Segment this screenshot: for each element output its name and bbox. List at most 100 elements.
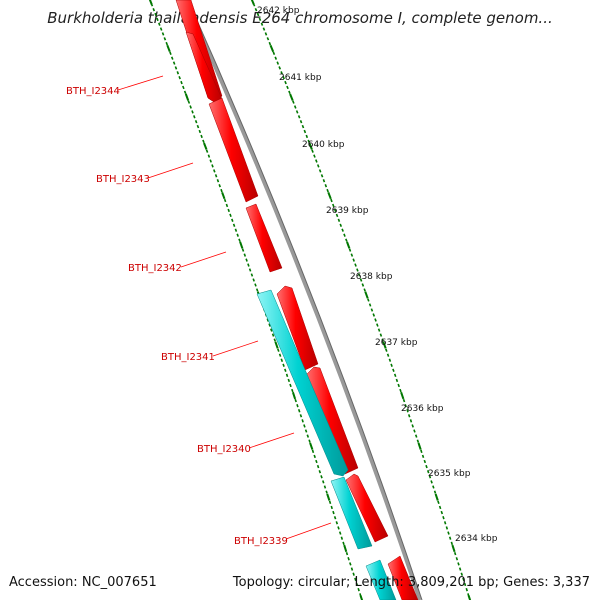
outer-tick xyxy=(295,110,299,114)
outer-tick xyxy=(252,3,256,7)
outer-tick xyxy=(357,273,361,277)
inner-tick xyxy=(291,388,294,393)
inner-tick xyxy=(291,391,297,400)
outer-tick xyxy=(330,198,333,203)
gene-bth-i2341 xyxy=(256,289,349,477)
outer-tick xyxy=(458,567,462,571)
inner-tick xyxy=(250,273,254,277)
inner-tick xyxy=(343,544,348,553)
inner-tick xyxy=(313,454,316,459)
outer-tick xyxy=(301,124,305,129)
backbone xyxy=(184,0,423,600)
inner-tick xyxy=(322,480,325,484)
inner-tick xyxy=(311,449,315,454)
inner-tick xyxy=(178,76,181,80)
inner-tick xyxy=(248,268,252,272)
gene-labels: BTH_I2344 BTH_I2343 BTH_I2342 BTH_I2341 … xyxy=(66,75,332,547)
outer-tick xyxy=(322,179,326,183)
inner-tick xyxy=(194,120,198,124)
inner-tick xyxy=(345,551,349,556)
inner-tick xyxy=(274,341,279,349)
inner-tick xyxy=(294,398,297,403)
outer-tick xyxy=(416,439,420,443)
inner-tick xyxy=(213,169,216,173)
gene-bth-i2342 xyxy=(245,203,283,273)
outer-tick xyxy=(434,493,439,501)
inner-tick xyxy=(207,154,211,158)
outer-tick xyxy=(320,174,324,178)
outer-tick xyxy=(386,353,390,357)
inner-tick xyxy=(172,61,176,65)
outer-tick xyxy=(341,228,344,232)
outer-tick xyxy=(440,510,444,515)
inner-tick xyxy=(243,253,247,257)
inner-tick xyxy=(284,368,287,372)
inner-tick xyxy=(163,37,167,41)
outer-tick xyxy=(260,22,264,26)
outer-tick xyxy=(447,531,450,535)
kbp-label: 2636 kbp xyxy=(401,404,444,414)
kbp-label: 2638 kbp xyxy=(350,272,393,282)
outer-tick xyxy=(370,308,374,312)
inner-tick xyxy=(196,124,200,129)
outer-tick xyxy=(297,115,301,119)
tick-tracks xyxy=(148,0,472,600)
inner-tick xyxy=(193,115,196,119)
outer-tick xyxy=(254,7,258,12)
inner-tick xyxy=(236,233,239,237)
inner-tick xyxy=(169,51,172,55)
outer-tick xyxy=(348,248,352,252)
gene-bth-i2341-fwd xyxy=(276,285,319,371)
inner-tick xyxy=(183,90,187,94)
inner-tick xyxy=(239,241,244,249)
gene-bth-i2338-fwd xyxy=(387,555,419,600)
inner-tick xyxy=(287,378,291,383)
inner-tick xyxy=(277,348,280,352)
inner-tick xyxy=(150,3,154,7)
outer-tick xyxy=(428,475,432,479)
inner-tick xyxy=(355,582,359,587)
outer-tick xyxy=(258,17,262,22)
outer-tick xyxy=(423,459,427,464)
outer-tick xyxy=(299,120,303,124)
outer-tick xyxy=(438,505,442,510)
outer-tick xyxy=(324,184,328,188)
inner-tick xyxy=(209,159,212,163)
outer-tick xyxy=(451,544,456,553)
outer-tick xyxy=(467,595,472,600)
outer-tick xyxy=(368,303,372,307)
outer-tick xyxy=(372,313,376,317)
inner-tick xyxy=(309,442,314,450)
inner-tick xyxy=(340,536,344,540)
inner-tick xyxy=(205,149,209,153)
gene-bth-i2339 xyxy=(365,559,397,600)
outer-tick xyxy=(413,429,416,433)
outer-tick xyxy=(268,41,272,46)
outer-tick xyxy=(307,139,311,143)
outer-tick xyxy=(326,188,329,193)
inner-tick xyxy=(357,587,360,592)
inner-tick xyxy=(318,470,322,474)
inner-tick xyxy=(301,419,304,423)
outer-tick xyxy=(276,61,280,65)
outer-tick xyxy=(377,328,381,332)
inner-tick xyxy=(308,439,311,443)
inner-tick xyxy=(245,258,248,262)
inner-tick xyxy=(170,56,174,60)
outer-tick xyxy=(465,587,468,592)
inner-tick xyxy=(158,22,161,26)
outer-tick xyxy=(303,129,307,134)
outer-tick xyxy=(346,241,351,249)
outer-tick xyxy=(363,288,366,292)
map-title: Burkholderia thailandensis E264 chromoso… xyxy=(47,9,553,27)
outer-tick xyxy=(339,223,343,227)
outer-tick xyxy=(421,454,425,459)
inner-tick xyxy=(232,223,236,227)
inner-tick xyxy=(176,71,180,75)
outer-tick xyxy=(361,283,365,287)
outer-tick xyxy=(400,391,405,400)
outer-tick xyxy=(445,526,449,530)
outer-tick xyxy=(385,348,388,352)
outer-tick xyxy=(264,32,268,36)
